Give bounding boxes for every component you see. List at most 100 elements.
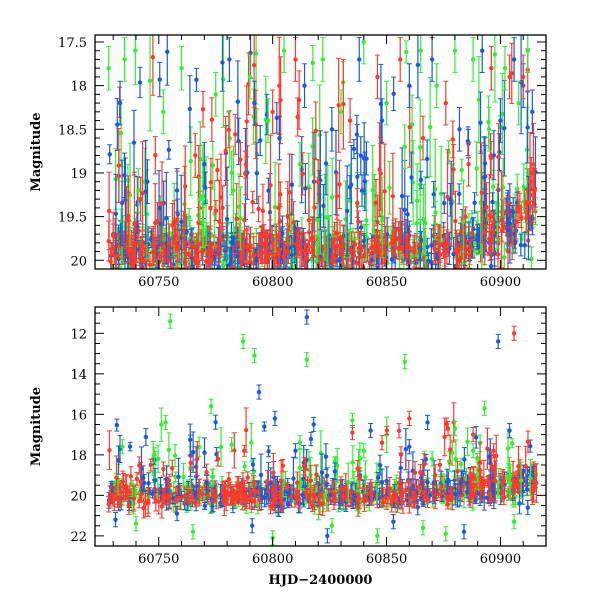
- data-point: [310, 60, 316, 66]
- baseline-point: [337, 220, 343, 255]
- data-point: [459, 230, 464, 235]
- data-points: [106, 35, 539, 273]
- data-point: [472, 200, 477, 206]
- data-point: [108, 259, 113, 264]
- data-point: [426, 258, 431, 264]
- baseline-point: [310, 217, 316, 259]
- data-point: [272, 204, 278, 210]
- flare-point: [166, 140, 172, 160]
- data-point: [492, 52, 498, 57]
- data-point: [153, 220, 158, 226]
- data-point: [325, 269, 329, 273]
- data-point: [445, 194, 450, 200]
- data-point: [522, 243, 527, 248]
- flare-point: [456, 183, 462, 205]
- data-point: [303, 257, 308, 263]
- flare-point: [219, 35, 225, 92]
- data-point: [527, 179, 533, 184]
- data-point: [256, 206, 261, 212]
- baseline-point: [207, 225, 213, 267]
- flare-point: [399, 147, 405, 245]
- data-point: [238, 256, 244, 261]
- data-point: [224, 216, 230, 222]
- data-point: [186, 215, 192, 220]
- data-point: [469, 230, 475, 236]
- flare-point: [329, 157, 335, 237]
- data-point: [495, 217, 500, 222]
- data-point: [405, 212, 410, 217]
- flare-point: [348, 145, 354, 225]
- flare-point: [446, 140, 452, 165]
- data-point: [491, 220, 496, 225]
- data-point: [297, 246, 303, 251]
- data-point: [500, 111, 505, 117]
- chart-panel-1: 60750 60800 60850 6090017.51818.51919.520Ma…: [29, 34, 547, 290]
- data-point: [502, 126, 507, 131]
- data-point: [423, 220, 428, 226]
- data-point: [442, 200, 447, 206]
- data-point: [210, 163, 215, 168]
- data-point: [306, 218, 312, 223]
- data-point: [198, 241, 204, 247]
- baseline-point: [147, 251, 153, 269]
- data-point: [164, 215, 169, 221]
- data-point: [133, 48, 138, 53]
- baseline-point: [515, 190, 521, 228]
- flare-point: [333, 129, 339, 215]
- data-point: [141, 258, 147, 263]
- flare-point: [290, 201, 296, 244]
- flare-point: [302, 162, 308, 214]
- data-point: [182, 213, 187, 218]
- baseline-point: [339, 236, 345, 257]
- data-point: [448, 201, 454, 206]
- baseline-point: [319, 244, 325, 269]
- data-point: [356, 219, 361, 224]
- data-point: [235, 99, 241, 104]
- flare-point: [289, 153, 295, 216]
- data-point: [303, 186, 308, 191]
- flare-point: [474, 141, 480, 196]
- data-point: [236, 204, 242, 210]
- data-point: [432, 245, 437, 250]
- data-point: [531, 162, 536, 167]
- flare-point: [408, 151, 414, 204]
- data-point: [137, 80, 143, 85]
- data-point: [351, 253, 357, 258]
- flare-point: [306, 188, 312, 253]
- data-point: [323, 161, 329, 166]
- data-point: [345, 247, 351, 253]
- flare-point: [445, 149, 451, 245]
- data-point: [519, 215, 524, 220]
- data-point: [157, 77, 162, 82]
- data-point: [362, 179, 368, 184]
- data-point: [226, 127, 232, 132]
- data-point: [425, 244, 430, 250]
- data-point: [253, 51, 259, 56]
- data-point: [269, 240, 275, 245]
- data-point: [441, 240, 446, 245]
- flare-point: [525, 91, 531, 164]
- flare-point: [164, 35, 170, 86]
- data-point: [244, 119, 249, 124]
- flare-point: [340, 58, 346, 150]
- data-point: [414, 221, 420, 226]
- data-point: [192, 258, 197, 263]
- data-point: [337, 235, 343, 240]
- baseline-point: [361, 233, 367, 249]
- data-point: [389, 257, 395, 262]
- flare-point: [465, 126, 471, 157]
- data-point: [287, 190, 292, 195]
- data-point: [229, 240, 234, 245]
- data-point: [188, 158, 193, 164]
- data-point: [256, 251, 261, 257]
- data-point: [339, 244, 345, 249]
- data-point: [131, 140, 137, 145]
- flare-point: [521, 163, 527, 211]
- baseline-point: [116, 233, 122, 259]
- flare-point: [463, 206, 469, 228]
- data-point: [316, 191, 322, 197]
- data-point: [264, 246, 269, 251]
- flare-point: [163, 172, 169, 265]
- data-point: [349, 182, 354, 187]
- baseline-point: [251, 247, 257, 264]
